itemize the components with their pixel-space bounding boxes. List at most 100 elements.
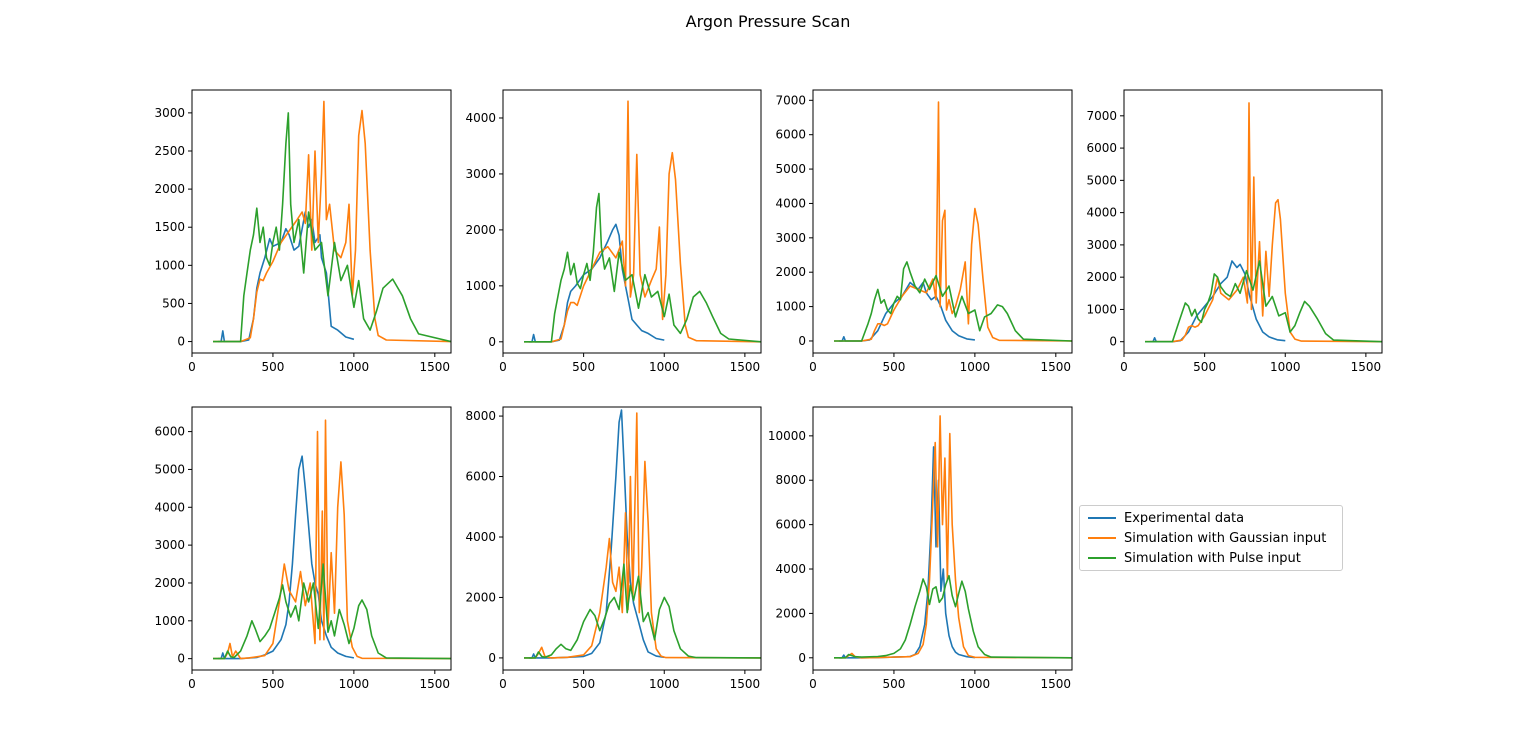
x-tick-label: 1500	[420, 360, 451, 374]
x-tick-label: 0	[499, 360, 507, 374]
y-tick-label: 1000	[154, 258, 185, 272]
series-line-2	[524, 412, 761, 659]
y-tick-label: 1500	[154, 220, 185, 234]
series-line-3	[213, 112, 451, 343]
subplot-2: 0 500 1000 1500 0 1000 2000 3000 4000	[465, 89, 762, 374]
y-tick-label: 2000	[775, 606, 806, 620]
y-tick-label: 6000	[465, 470, 496, 484]
y-tick-label: 5000	[1086, 173, 1117, 187]
x-tick-label: 500	[882, 360, 905, 374]
y-tick-label: 0	[1109, 335, 1117, 349]
x-tick-label: 500	[1193, 360, 1216, 374]
legend-item-experimental: Experimental data	[1088, 508, 1244, 528]
series-line-2	[1145, 102, 1382, 343]
x-tick-label: 0	[809, 677, 817, 691]
y-tick-label: 4000	[465, 530, 496, 544]
axes-frame	[502, 406, 762, 671]
legend-swatch	[1088, 557, 1116, 559]
x-tick-label: 0	[499, 677, 507, 691]
y-tick-label: 3000	[154, 106, 185, 120]
x-tick-label: 0	[188, 677, 196, 691]
y-tick-label: 1000	[775, 300, 806, 314]
y-tick-label: 0	[488, 651, 496, 665]
x-tick-label: 1500	[1351, 360, 1382, 374]
axes-frame	[812, 89, 1073, 354]
legend-swatch	[1088, 537, 1116, 539]
y-tick-label: 4000	[465, 111, 496, 125]
series-line-2	[524, 100, 761, 343]
series-line-3	[834, 574, 1072, 659]
series-line-2	[213, 419, 451, 660]
x-tick-label: 500	[261, 360, 284, 374]
legend-swatch	[1088, 517, 1116, 519]
y-tick-label: 6000	[775, 518, 806, 532]
x-tick-label: 1000	[960, 677, 991, 691]
x-tick-label: 1000	[1270, 360, 1301, 374]
y-tick-label: 10000	[768, 429, 806, 443]
y-tick-label: 8000	[465, 409, 496, 423]
subplot-7: 0 500 1000 1500 0 2000 4000 6000 8000 10000	[768, 406, 1073, 691]
x-tick-label: 0	[809, 360, 817, 374]
series-line-2	[834, 415, 1072, 659]
legend-label: Simulation with Pulse input	[1124, 550, 1301, 566]
x-tick-label: 1500	[420, 677, 451, 691]
x-tick-label: 1000	[649, 677, 680, 691]
x-tick-label: 1500	[1041, 677, 1072, 691]
y-tick-label: 4000	[775, 196, 806, 210]
x-tick-label: 1000	[339, 677, 370, 691]
series-line-3	[524, 192, 761, 343]
figure-title: Argon Pressure Scan	[685, 12, 851, 31]
y-tick-label: 500	[162, 296, 185, 310]
axes-frame	[1123, 89, 1383, 354]
series-line-2	[213, 100, 451, 343]
subplot-5: 0 500 1000 1500 0 1000 2000 3000 4000 5000 6000	[154, 406, 452, 691]
y-tick-label: 5000	[775, 162, 806, 176]
x-tick-label: 1500	[730, 677, 761, 691]
x-tick-label: 1000	[339, 360, 370, 374]
x-tick-label: 1000	[649, 360, 680, 374]
x-tick-label: 500	[572, 677, 595, 691]
y-tick-label: 0	[177, 652, 185, 666]
subplot-6: 0 500 1000 1500 0 2000 4000 6000 8000	[465, 406, 762, 691]
y-tick-label: 5000	[154, 462, 185, 476]
x-tick-label: 500	[261, 677, 284, 691]
y-tick-label: 2000	[1086, 270, 1117, 284]
axes-frame	[812, 406, 1073, 671]
series-line-1	[528, 409, 665, 659]
series-line-1	[217, 211, 355, 343]
subplot-4: 0 500 1000 1500 0 1000 2000 3000 4000 5000 6000 700…	[1086, 89, 1383, 374]
x-tick-label: 1000	[960, 360, 991, 374]
y-tick-label: 4000	[154, 500, 185, 514]
axes-frame	[502, 89, 762, 354]
axes-frame	[191, 89, 452, 354]
y-tick-label: 7000	[775, 93, 806, 107]
y-tick-label: 1000	[154, 614, 185, 628]
x-tick-label: 1500	[1041, 360, 1072, 374]
y-tick-label: 2000	[775, 265, 806, 279]
subplot-3: 0 500 1000 1500 0 1000 2000 3000 4000 5000 6000 700…	[775, 89, 1073, 374]
y-tick-label: 2000	[465, 223, 496, 237]
legend-label: Simulation with Gaussian input	[1124, 530, 1327, 546]
legend-item-gaussian: Simulation with Gaussian input	[1088, 528, 1326, 548]
y-tick-label: 1000	[1086, 302, 1117, 316]
y-tick-label: 2000	[154, 182, 185, 196]
x-tick-label: 0	[188, 360, 196, 374]
y-tick-label: 0	[177, 335, 185, 349]
x-tick-label: 1500	[730, 360, 761, 374]
series-line-3	[213, 563, 451, 660]
y-tick-label: 0	[798, 651, 806, 665]
y-tick-label: 0	[488, 335, 496, 349]
y-tick-label: 2000	[154, 576, 185, 590]
series-line-3	[524, 563, 761, 659]
y-tick-label: 6000	[775, 128, 806, 142]
y-tick-label: 4000	[775, 562, 806, 576]
y-tick-label: 3000	[154, 538, 185, 552]
subplot-1: 0 500 1000 1500 0 500 1000 1500 2000 2500 3000	[154, 89, 452, 374]
y-tick-label: 0	[798, 334, 806, 348]
axes-frame	[191, 406, 452, 671]
y-tick-label: 2000	[465, 590, 496, 604]
legend: Experimental data Simulation with Gaussi…	[1079, 505, 1343, 571]
y-tick-label: 6000	[154, 425, 185, 439]
